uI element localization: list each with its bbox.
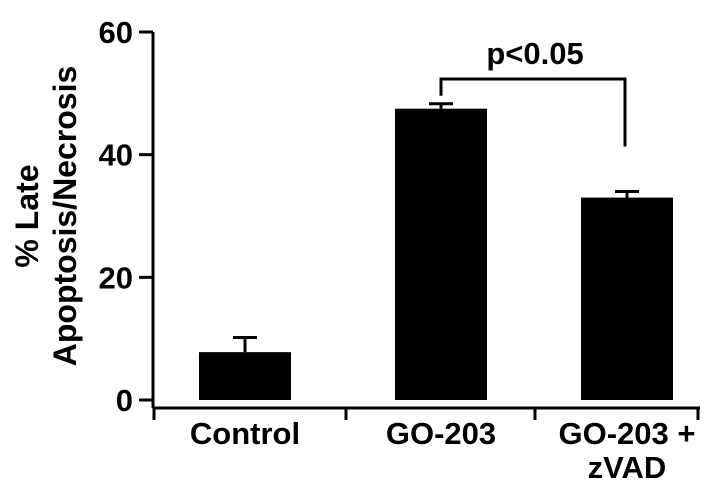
y-axis-title: % LateApoptosis/Necrosis bbox=[9, 66, 83, 367]
x-axis bbox=[152, 406, 700, 420]
y-axis-title-line: % Late bbox=[9, 164, 45, 267]
y-tick-label: 40 bbox=[99, 138, 133, 173]
significance-bracket bbox=[439, 77, 627, 147]
category-label-line: GO-203 bbox=[386, 416, 496, 451]
y-axis-title-line: Apoptosis/Necrosis bbox=[47, 66, 83, 367]
y-axis-title-text: % LateApoptosis/Necrosis bbox=[9, 66, 83, 367]
category-label-line: GO-203 + bbox=[559, 416, 696, 451]
bar bbox=[199, 352, 291, 400]
bar bbox=[395, 108, 487, 401]
bar bbox=[581, 197, 673, 400]
y-tick-label: 0 bbox=[116, 383, 133, 418]
significance-label: p<0.05 bbox=[486, 36, 583, 71]
significance-annotation: p<0.05 bbox=[439, 36, 627, 147]
y-tick-label: 60 bbox=[99, 15, 133, 50]
category-labels: Control GO-203 GO-203 + zVAD bbox=[190, 416, 696, 482]
category-label-line: zVAD bbox=[588, 450, 667, 482]
category-label: Control bbox=[190, 416, 300, 451]
error-bars bbox=[233, 102, 639, 353]
y-axis: 0 20 40 60 bbox=[99, 15, 155, 418]
category-label-line: Control bbox=[190, 416, 300, 451]
y-tick-label: 20 bbox=[99, 260, 133, 295]
bars bbox=[199, 108, 673, 401]
category-label: GO-203 bbox=[386, 416, 496, 451]
category-label: GO-203 + zVAD bbox=[559, 416, 696, 482]
